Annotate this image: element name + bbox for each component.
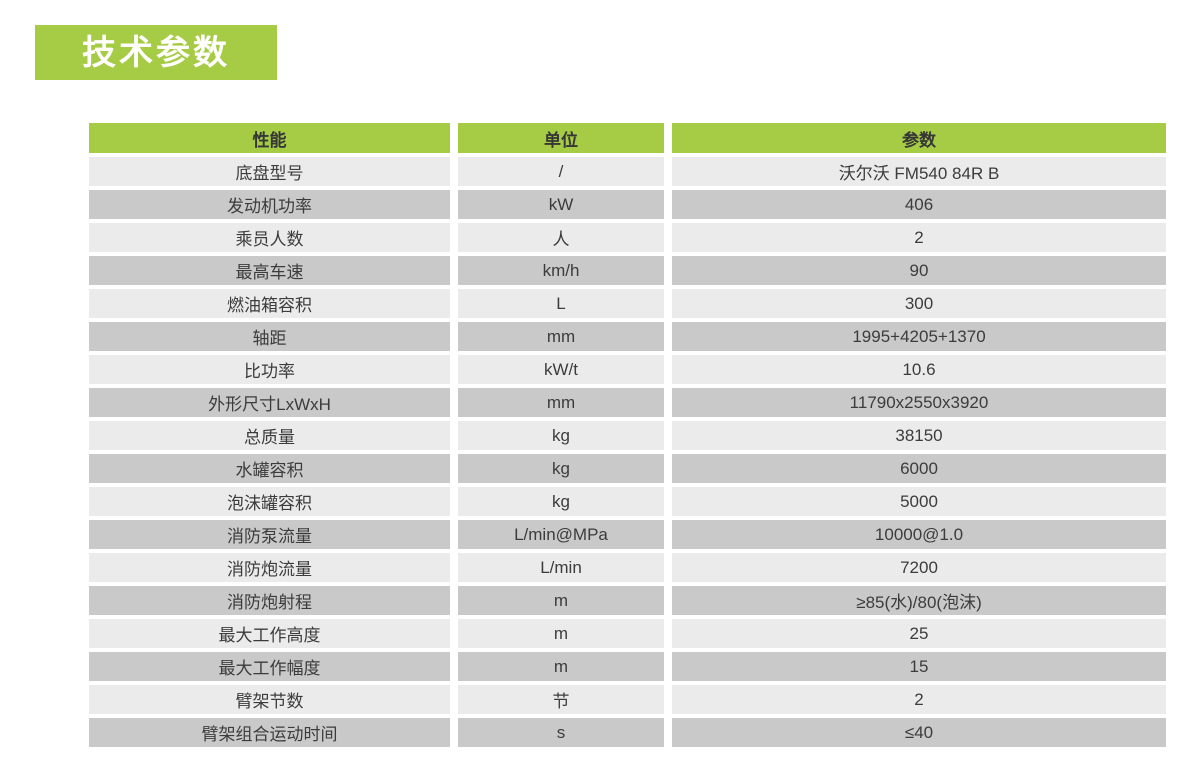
spec-unit-cell: kg — [458, 487, 664, 516]
spec-name-cell: 乘员人数 — [89, 223, 450, 252]
spec-name-cell: 臂架组合运动时间 — [89, 718, 450, 747]
spec-unit-cell: mm — [458, 322, 664, 351]
spec-value-cell: 6000 — [672, 454, 1166, 483]
spec-value-cell: 406 — [672, 190, 1166, 219]
spec-unit-cell: km/h — [458, 256, 664, 285]
spec-name-cell: 消防炮射程 — [89, 586, 450, 615]
spec-value-cell: 2 — [672, 685, 1166, 714]
spec-name-cell: 消防泵流量 — [89, 520, 450, 549]
spec-value-cell: 5000 — [672, 487, 1166, 516]
column-header-unit: 单位 — [458, 123, 664, 153]
spec-value-cell: 15 — [672, 652, 1166, 681]
spec-name-cell: 轴距 — [89, 322, 450, 351]
spec-unit-cell: 节 — [458, 685, 664, 714]
spec-value-cell: ≥85(水)/80(泡沫) — [672, 586, 1166, 615]
spec-value-cell: 11790x2550x3920 — [672, 388, 1166, 417]
spec-unit-cell: kg — [458, 421, 664, 450]
spec-name-cell: 发动机功率 — [89, 190, 450, 219]
spec-name-cell: 总质量 — [89, 421, 450, 450]
spec-name-cell: 泡沫罐容积 — [89, 487, 450, 516]
spec-value-cell: 10.6 — [672, 355, 1166, 384]
spec-value-cell: 38150 — [672, 421, 1166, 450]
spec-unit-cell: mm — [458, 388, 664, 417]
spec-value-cell: 90 — [672, 256, 1166, 285]
spec-unit-cell: kW/t — [458, 355, 664, 384]
spec-unit-cell: / — [458, 157, 664, 186]
spec-unit-cell: s — [458, 718, 664, 747]
spec-unit-cell: L — [458, 289, 664, 318]
column-header-performance: 性能 — [89, 123, 450, 153]
spec-value-cell: 7200 — [672, 553, 1166, 582]
spec-value-cell: 25 — [672, 619, 1166, 648]
spec-unit-cell: m — [458, 652, 664, 681]
spec-name-cell: 消防炮流量 — [89, 553, 450, 582]
spec-unit-cell: m — [458, 619, 664, 648]
spec-name-cell: 最高车速 — [89, 256, 450, 285]
spec-name-cell: 最大工作高度 — [89, 619, 450, 648]
page-title-badge: 技术参数 — [35, 25, 277, 80]
spec-unit-cell: m — [458, 586, 664, 615]
spec-name-cell: 比功率 — [89, 355, 450, 384]
spec-name-cell: 燃油箱容积 — [89, 289, 450, 318]
spec-name-cell: 水罐容积 — [89, 454, 450, 483]
spec-value-cell: 300 — [672, 289, 1166, 318]
spec-value-cell: 2 — [672, 223, 1166, 252]
spec-value-cell: 10000@1.0 — [672, 520, 1166, 549]
spec-name-cell: 外形尺寸LxWxH — [89, 388, 450, 417]
column-header-parameter: 参数 — [672, 123, 1166, 153]
page-title: 技术参数 — [82, 33, 230, 72]
spec-unit-cell: kW — [458, 190, 664, 219]
spec-table: 性能 单位 参数底盘型号 / 沃尔沃 FM540 84R B 发动机功率 kW 406 乘员人数… — [89, 123, 1166, 747]
spec-name-cell: 最大工作幅度 — [89, 652, 450, 681]
spec-unit-cell: kg — [458, 454, 664, 483]
spec-name-cell: 臂架节数 — [89, 685, 450, 714]
spec-unit-cell: L/min — [458, 553, 664, 582]
spec-value-cell: ≤40 — [672, 718, 1166, 747]
spec-unit-cell: L/min@MPa — [458, 520, 664, 549]
spec-unit-cell: 人 — [458, 223, 664, 252]
spec-value-cell: 1995+4205+1370 — [672, 322, 1166, 351]
spec-value-cell: 沃尔沃 FM540 84R B — [672, 157, 1166, 186]
spec-name-cell: 底盘型号 — [89, 157, 450, 186]
